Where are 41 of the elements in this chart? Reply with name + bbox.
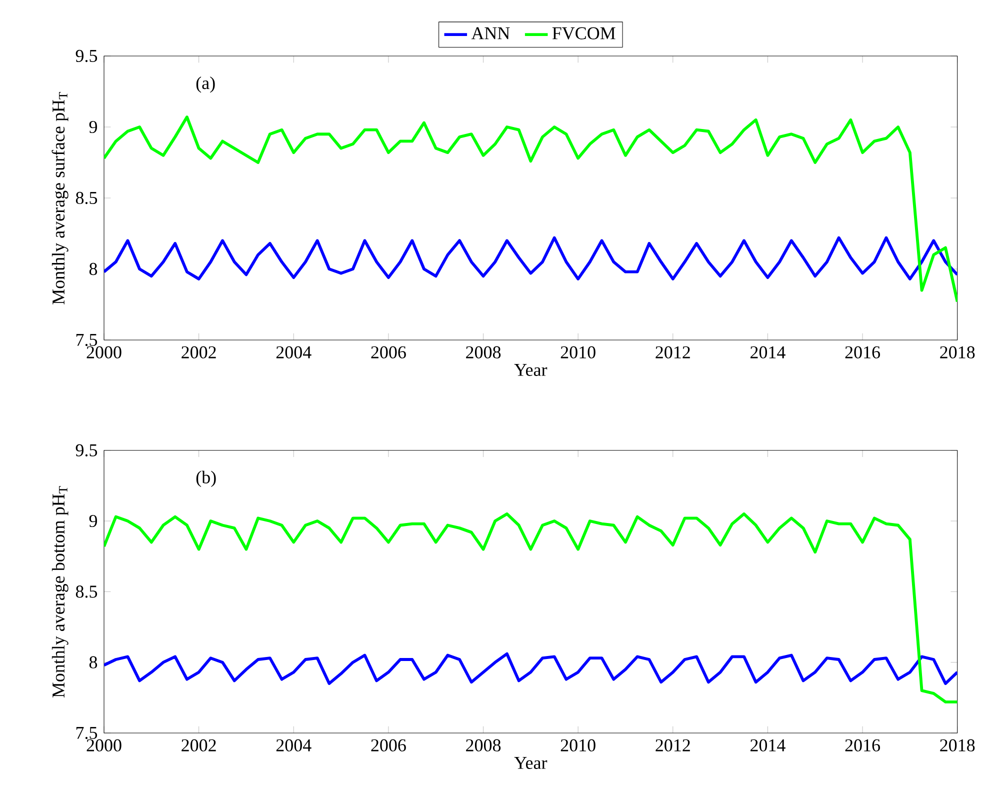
- x-tick-label: 2018: [940, 739, 975, 752]
- x-axis-title: Year: [514, 364, 548, 376]
- y-tick-label: 8.5: [76, 192, 98, 204]
- x-tick-label: 2016: [845, 346, 880, 358]
- y-tick-label: 8: [89, 656, 98, 668]
- line-series: [104, 512, 958, 704]
- x-tick-label: 2014: [750, 739, 786, 752]
- legend-label: ANN: [471, 27, 510, 40]
- x-tick-label: 2002: [182, 739, 216, 752]
- y-tick-label: 7.5: [76, 726, 98, 740]
- y-axis-title: Monthly average surface pH$_{T}$: [52, 92, 68, 304]
- annotation: (b): [196, 470, 216, 488]
- annotation: (a): [196, 76, 215, 93]
- x-tick-label: 2002: [182, 346, 216, 358]
- y-tick-label: 9: [89, 120, 97, 134]
- line-series: [104, 652, 958, 686]
- y-tick-label: 7.5: [76, 334, 98, 346]
- x-tick-label: 2016: [845, 739, 880, 752]
- y-tick-label: 8: [89, 262, 98, 276]
- x-tick-label: 2000: [86, 346, 122, 358]
- y-tick-label: 9: [89, 514, 97, 528]
- y-tick-label: 9.5: [76, 50, 98, 62]
- x-tick-label: 2000: [86, 739, 122, 752]
- x-tick-label: 2018: [940, 346, 975, 358]
- x-tick-label: 2004: [276, 346, 312, 358]
- y-tick-label: 8.5: [76, 586, 98, 598]
- x-tick-label: 2008: [466, 739, 501, 752]
- x-tick-label: 2008: [466, 346, 501, 358]
- x-tick-label: 2006: [371, 346, 406, 358]
- x-axis-title: Year: [514, 757, 548, 769]
- x-tick-label: 2012: [656, 739, 690, 752]
- x-tick-label: 2012: [656, 346, 690, 358]
- x-tick-label: 2010: [560, 346, 596, 358]
- y-tick-label: 9.5: [76, 444, 98, 456]
- x-tick-label: 2004: [276, 739, 312, 752]
- y-axis-title: Monthly average bottom pH$_{T}$: [52, 486, 68, 698]
- line-series: [104, 236, 958, 280]
- x-tick-label: 2006: [371, 739, 406, 752]
- x-tick-label: 2010: [560, 739, 596, 752]
- legend-label: FVCOM: [552, 27, 616, 40]
- x-tick-label: 2014: [750, 346, 786, 358]
